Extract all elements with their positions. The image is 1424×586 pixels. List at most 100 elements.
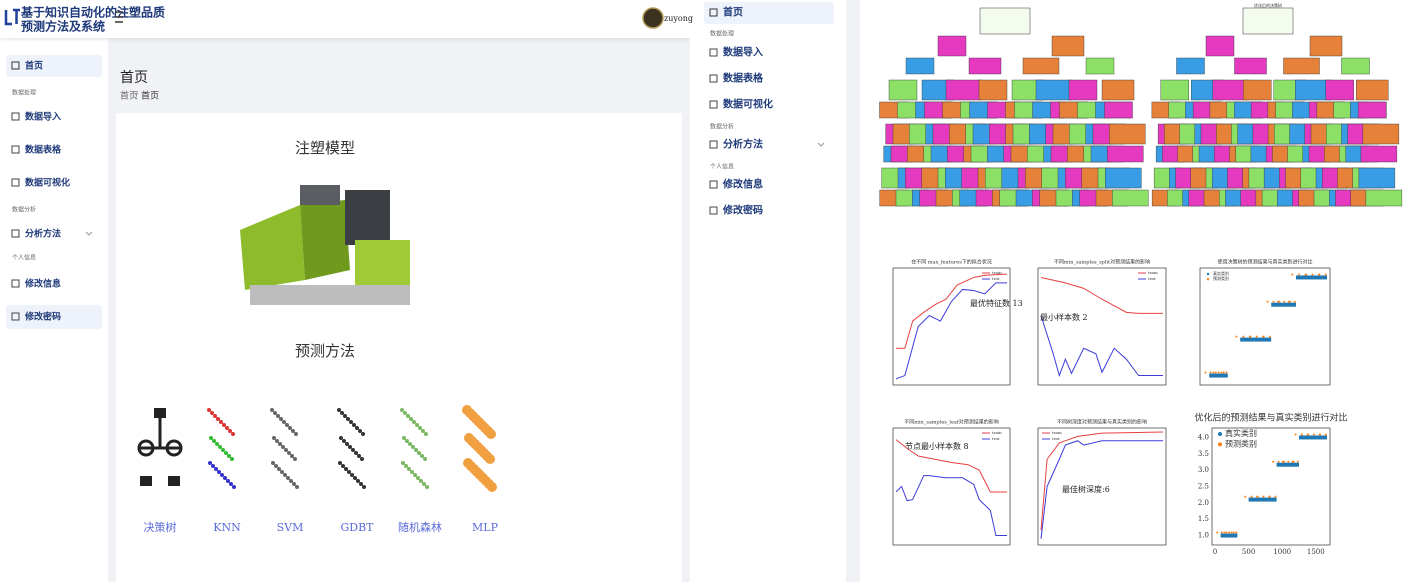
- method-icon: [424, 432, 428, 436]
- scatter-dot: [1306, 433, 1309, 436]
- method-icon: [292, 482, 296, 486]
- method-icon: [140, 476, 152, 486]
- method-icon: [423, 457, 427, 461]
- method-icon: [213, 414, 217, 418]
- gap: [846, 0, 860, 582]
- y-tick-label: 4.0: [1198, 433, 1209, 441]
- menu-item[interactable]: 修改信息: [24, 278, 61, 290]
- tree-node: [1112, 189, 1149, 207]
- method-icon: [400, 408, 404, 412]
- method-icon: [207, 408, 211, 412]
- menu-item[interactable]: 首页: [723, 6, 743, 19]
- menu-icon: [709, 140, 718, 149]
- method-icon: [407, 467, 411, 471]
- header: [0, 0, 690, 38]
- tree-node: [1341, 57, 1370, 75]
- method-icon: [359, 482, 363, 486]
- scatter-dot: [1266, 300, 1269, 303]
- method-icon: [416, 476, 420, 480]
- method-icon: [280, 470, 284, 474]
- method-icon: [403, 411, 407, 415]
- method-icon: [218, 445, 222, 449]
- method-icon: [222, 423, 226, 427]
- machine: [300, 185, 340, 205]
- menu-item[interactable]: 修改信息: [722, 178, 763, 191]
- menu-icon: [11, 112, 20, 121]
- method-icon: [270, 408, 274, 412]
- menu-icon: [11, 312, 20, 321]
- method-icon: [362, 485, 366, 489]
- menu-item[interactable]: 数据可视化: [723, 98, 773, 111]
- method-label[interactable]: GDBT: [340, 521, 374, 534]
- scatter-dot: [1291, 273, 1294, 276]
- menu-item[interactable]: 修改密码: [722, 204, 763, 217]
- scatter-dot: [1291, 460, 1294, 463]
- x-tick-label: 0: [1213, 548, 1217, 556]
- tree-node: [978, 79, 1008, 101]
- menu-item[interactable]: 首页: [25, 60, 43, 72]
- scatter-dot: [1262, 335, 1265, 338]
- method-icon: [409, 417, 413, 421]
- breadcrumb[interactable]: 首页: [120, 90, 138, 102]
- menu-item[interactable]: 数据表格: [723, 72, 764, 85]
- tree-node: [1234, 57, 1267, 75]
- scatter-dot: [1225, 371, 1228, 374]
- scatter-dot: [1277, 460, 1280, 463]
- method-icon: [402, 436, 406, 440]
- method-icon: [219, 420, 223, 424]
- menu-item[interactable]: 数据可视化: [25, 177, 70, 189]
- method-icon: [231, 432, 235, 436]
- menu-item[interactable]: 数据导入: [25, 111, 61, 123]
- method-icon: [220, 473, 224, 477]
- menu-section: 数据处理: [12, 89, 36, 97]
- method-icon: [283, 473, 287, 477]
- menu-icon: [11, 178, 20, 187]
- method-label[interactable]: SVM: [277, 521, 304, 534]
- x-tick-label: 1000: [1273, 548, 1291, 556]
- scatter-dot: [1217, 371, 1220, 374]
- scatter-dot: [1298, 273, 1301, 276]
- method-label[interactable]: 决策树: [144, 520, 177, 534]
- method-icon: [291, 429, 295, 433]
- method-icon: [227, 454, 231, 458]
- method-icon: [404, 464, 408, 468]
- menu-item[interactable]: 分析方法: [25, 228, 61, 240]
- method-icon: [209, 436, 213, 440]
- method-icon: [282, 420, 286, 424]
- method-icon: [420, 454, 424, 458]
- method-label[interactable]: MLP: [472, 521, 499, 534]
- method-icon: [353, 476, 357, 480]
- menu-item[interactable]: 分析方法: [723, 138, 763, 151]
- method-label[interactable]: KNN: [213, 521, 241, 534]
- avatar[interactable]: [642, 7, 664, 29]
- tree-node: [1022, 57, 1060, 75]
- method-label[interactable]: 随机森林: [398, 520, 442, 534]
- legend-label: test: [1148, 276, 1156, 281]
- x-tick-label: 500: [1242, 548, 1255, 556]
- scatter-dot: [1294, 433, 1297, 436]
- menu-item[interactable]: 修改密码: [24, 311, 61, 323]
- method-icon: [425, 485, 429, 489]
- method-icon: [406, 414, 410, 418]
- user-name[interactable]: zuyong: [664, 14, 693, 23]
- method-icon: [208, 461, 212, 465]
- scatter-dot: [1317, 273, 1320, 276]
- method-icon: [355, 426, 359, 430]
- legend-label: test: [992, 276, 1000, 281]
- menu-item[interactable]: 数据导入: [723, 46, 763, 59]
- method-icon: [211, 464, 215, 468]
- method-icon: [289, 479, 293, 483]
- method-icon: [276, 414, 280, 418]
- chevron: [85, 231, 93, 236]
- legend-label: 真实类别: [1213, 270, 1229, 276]
- plot-annotation: 节点最小样本数 8: [905, 441, 969, 451]
- plot-line: [895, 439, 1007, 493]
- menu-item[interactable]: 数据表格: [25, 144, 62, 156]
- method-icon: [348, 445, 352, 449]
- method-icon: [485, 454, 495, 464]
- tree-node: [1051, 35, 1085, 57]
- menu-icon: [709, 100, 718, 109]
- tree-node: [1360, 145, 1398, 163]
- plot-frame: [892, 427, 1011, 546]
- method-icon: [351, 448, 355, 452]
